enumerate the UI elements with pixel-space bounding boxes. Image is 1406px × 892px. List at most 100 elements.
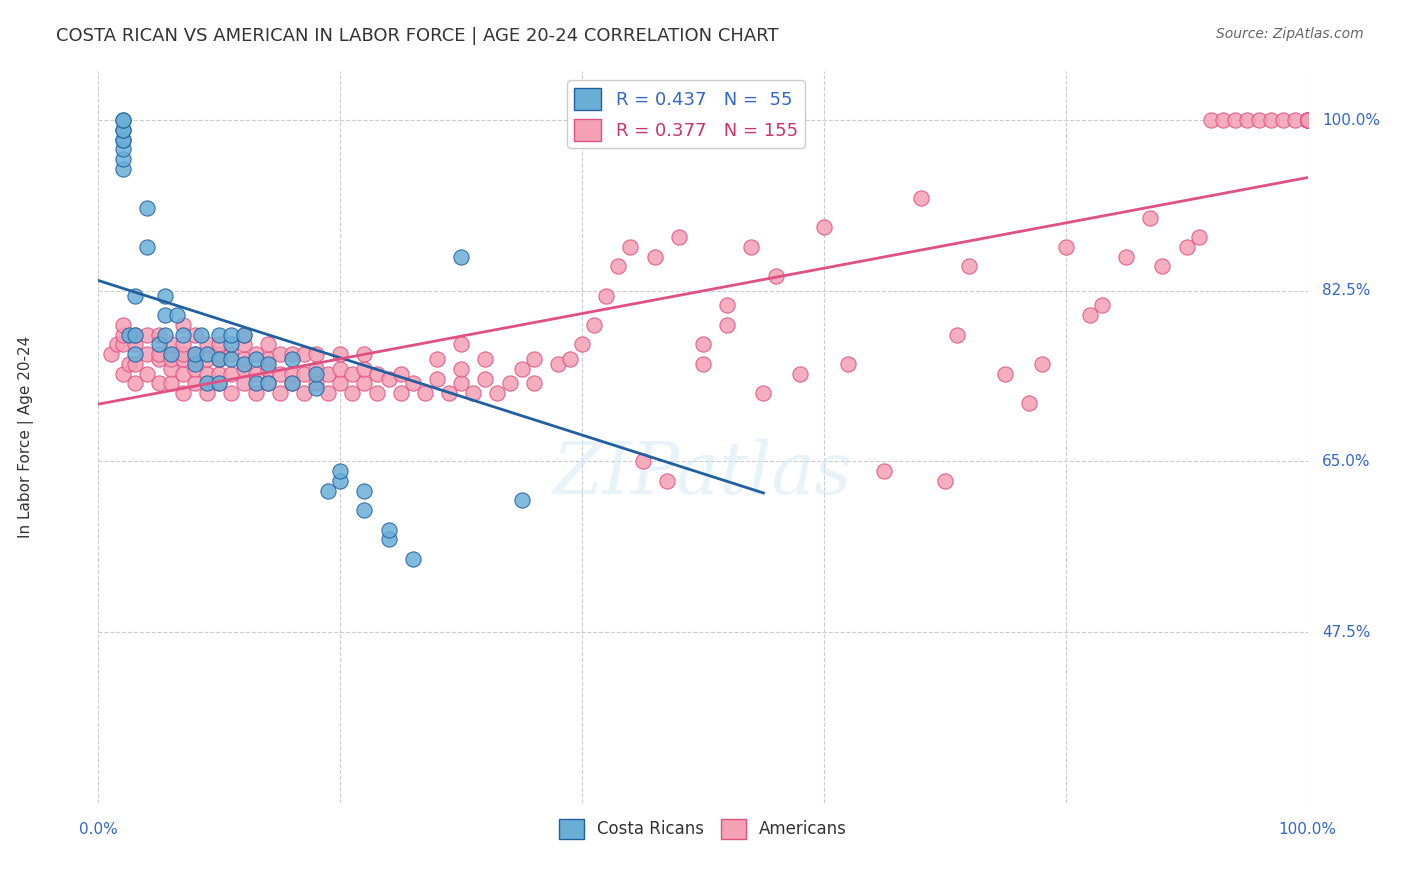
Point bbox=[281, 352, 304, 367]
Point bbox=[111, 367, 134, 381]
Text: 100.0%: 100.0% bbox=[1322, 112, 1381, 128]
Text: 47.5%: 47.5% bbox=[1322, 624, 1371, 640]
Point bbox=[281, 347, 304, 361]
Point bbox=[752, 386, 775, 401]
Point bbox=[153, 327, 176, 342]
Point bbox=[1018, 396, 1040, 410]
Point bbox=[256, 376, 278, 391]
Point bbox=[232, 376, 254, 391]
Point bbox=[153, 308, 176, 322]
Point bbox=[256, 357, 278, 371]
Point bbox=[910, 191, 932, 205]
Point bbox=[316, 386, 339, 401]
Point bbox=[124, 376, 146, 391]
Text: In Labor Force | Age 20-24: In Labor Force | Age 20-24 bbox=[18, 336, 34, 538]
Point bbox=[208, 376, 231, 391]
Point bbox=[413, 386, 436, 401]
Point bbox=[160, 347, 183, 361]
Point bbox=[232, 361, 254, 376]
Point bbox=[765, 269, 787, 284]
Point bbox=[111, 123, 134, 137]
Point bbox=[342, 367, 364, 381]
Point bbox=[1296, 113, 1319, 128]
Point bbox=[474, 371, 496, 385]
Point bbox=[389, 386, 412, 401]
Point bbox=[1296, 113, 1319, 128]
Point bbox=[172, 327, 194, 342]
Point bbox=[1296, 113, 1319, 128]
Point bbox=[111, 113, 134, 128]
Point bbox=[160, 337, 183, 351]
Point bbox=[837, 357, 859, 371]
Point bbox=[245, 386, 267, 401]
Point bbox=[160, 361, 183, 376]
Point bbox=[148, 327, 170, 342]
Point bbox=[523, 376, 546, 391]
Point bbox=[118, 357, 141, 371]
Point bbox=[124, 357, 146, 371]
Point bbox=[292, 367, 315, 381]
Point bbox=[221, 337, 243, 351]
Point bbox=[221, 367, 243, 381]
Point bbox=[353, 361, 375, 376]
Point bbox=[644, 250, 666, 264]
Point bbox=[305, 361, 328, 376]
Point bbox=[426, 371, 449, 385]
Point bbox=[595, 113, 617, 128]
Point bbox=[450, 337, 472, 351]
Point bbox=[1272, 113, 1295, 128]
Point bbox=[184, 357, 207, 371]
Point bbox=[166, 308, 188, 322]
Point bbox=[269, 347, 291, 361]
Point bbox=[329, 376, 352, 391]
Point bbox=[523, 352, 546, 367]
Point bbox=[195, 337, 218, 351]
Point bbox=[558, 352, 581, 367]
Point bbox=[1260, 113, 1282, 128]
Point bbox=[1296, 113, 1319, 128]
Point bbox=[292, 347, 315, 361]
Point bbox=[934, 474, 956, 488]
Point bbox=[377, 371, 399, 385]
Point bbox=[221, 386, 243, 401]
Text: ZIPatlas: ZIPatlas bbox=[553, 438, 853, 509]
Point bbox=[716, 298, 738, 312]
Point bbox=[245, 367, 267, 381]
Point bbox=[281, 376, 304, 391]
Point bbox=[474, 352, 496, 367]
Point bbox=[1296, 113, 1319, 128]
Point bbox=[316, 367, 339, 381]
Point bbox=[571, 337, 593, 351]
Point bbox=[329, 361, 352, 376]
Point bbox=[172, 347, 194, 361]
Point bbox=[450, 250, 472, 264]
Point bbox=[366, 367, 388, 381]
Point bbox=[190, 327, 212, 342]
Point bbox=[329, 474, 352, 488]
Point bbox=[329, 464, 352, 478]
Point bbox=[172, 352, 194, 367]
Point bbox=[377, 533, 399, 547]
Point bbox=[316, 483, 339, 498]
Point bbox=[111, 318, 134, 332]
Point bbox=[208, 337, 231, 351]
Point bbox=[184, 347, 207, 361]
Point bbox=[668, 230, 690, 244]
Point bbox=[208, 352, 231, 367]
Point bbox=[1199, 113, 1222, 128]
Text: 82.5%: 82.5% bbox=[1322, 284, 1371, 298]
Point bbox=[498, 376, 520, 391]
Point bbox=[256, 376, 278, 391]
Point bbox=[1296, 113, 1319, 128]
Point bbox=[1296, 113, 1319, 128]
Point bbox=[256, 361, 278, 376]
Point bbox=[269, 367, 291, 381]
Point bbox=[402, 376, 425, 391]
Point bbox=[111, 133, 134, 147]
Point bbox=[402, 552, 425, 566]
Point bbox=[292, 386, 315, 401]
Point bbox=[221, 327, 243, 342]
Point bbox=[1223, 113, 1246, 128]
Point bbox=[1296, 113, 1319, 128]
Point bbox=[692, 337, 714, 351]
